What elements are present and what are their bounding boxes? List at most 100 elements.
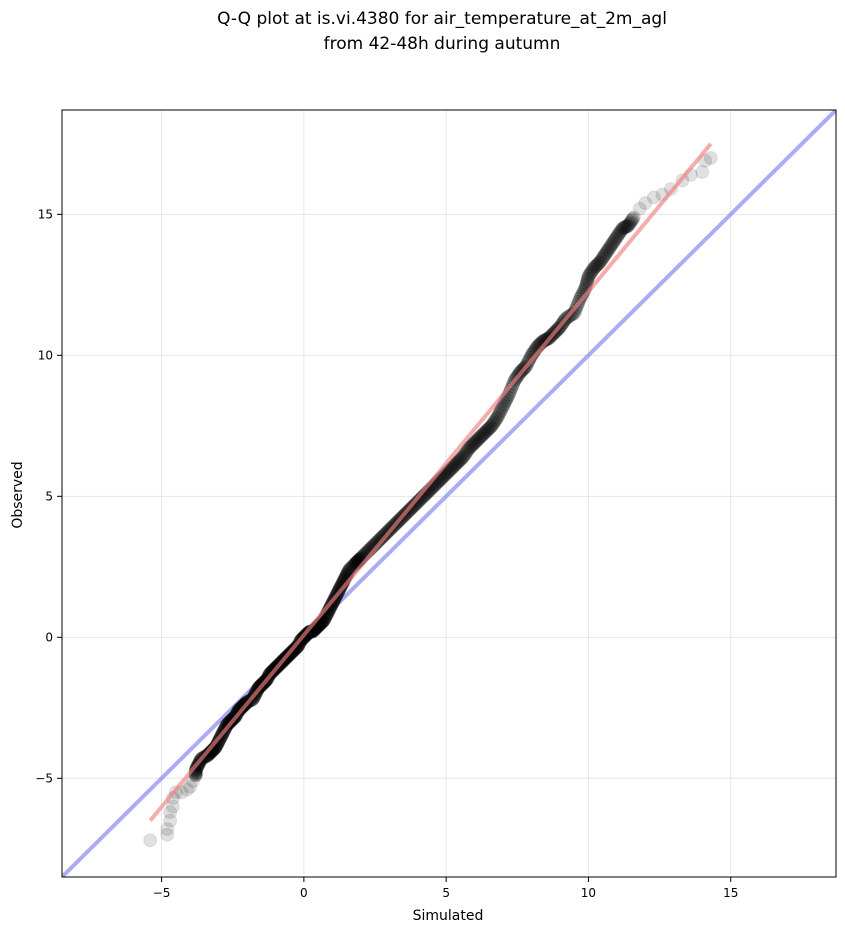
x-axis-label: Simulated <box>413 908 484 924</box>
quantile-point <box>464 439 479 454</box>
quantile-point <box>444 461 459 476</box>
quantile-point <box>601 241 616 256</box>
quantile-point <box>585 262 600 277</box>
quantile-point <box>646 190 661 205</box>
quantile-point <box>593 253 608 268</box>
quantile-point <box>465 437 480 452</box>
quantile-point <box>591 256 606 271</box>
quantile-point <box>638 196 653 211</box>
quantile-point <box>488 413 503 428</box>
quantile-point <box>609 229 624 244</box>
identity-line <box>62 110 836 877</box>
x-tick-label: 0 <box>300 886 308 900</box>
quantile-point <box>493 403 508 418</box>
quantile-point <box>448 457 463 472</box>
quantile-point <box>453 452 468 467</box>
quantile-point <box>483 419 498 434</box>
quantile-point <box>478 424 493 439</box>
quantile-point <box>592 255 607 270</box>
quantile-point <box>596 250 611 265</box>
quantile-point <box>486 415 501 430</box>
quantile-point <box>460 443 475 458</box>
quantile-point <box>622 216 637 231</box>
quantile-point <box>472 431 487 446</box>
quantile-point <box>458 446 473 461</box>
quantile-point <box>611 228 626 243</box>
quantile-point <box>632 201 647 216</box>
x-tick-label: 15 <box>723 886 738 900</box>
quantile-point <box>580 273 595 288</box>
quantile-point <box>496 399 511 414</box>
quantile-point <box>485 417 500 432</box>
quantile-point <box>442 463 457 478</box>
quantile-point <box>616 220 631 235</box>
quantile-point <box>588 259 603 274</box>
quantile-point <box>584 264 599 279</box>
x-tick-label: 10 <box>581 886 596 900</box>
quantile-point <box>163 813 178 828</box>
quantile-point <box>461 441 476 456</box>
quantile-point <box>612 226 627 241</box>
quantile-point <box>180 782 195 797</box>
fit-line <box>148 142 713 822</box>
chart-title: Q-Q plot at is.vi.4380 for air_temperatu… <box>217 9 667 29</box>
quantile-point <box>617 220 632 235</box>
quantile-point <box>580 271 595 286</box>
plot-frame <box>61 109 837 878</box>
quantile-point <box>620 219 635 234</box>
quantile-point <box>482 421 497 436</box>
quantile-point <box>143 833 158 848</box>
quantile-point <box>590 257 605 272</box>
quantile-point <box>165 799 180 814</box>
quantile-point <box>615 221 630 236</box>
quantile-point <box>625 211 640 226</box>
quantile-point <box>703 150 718 165</box>
quantile-point <box>618 219 633 234</box>
quantile-point <box>621 218 636 233</box>
quantile-point <box>185 774 200 789</box>
quantile-point <box>445 459 460 474</box>
quantile-point <box>623 215 638 230</box>
x-tick-label: −5 <box>153 886 171 900</box>
quantile-point <box>600 243 615 258</box>
quantile-point <box>450 455 465 470</box>
quantile-point <box>447 458 462 473</box>
quantile-point <box>452 453 467 468</box>
quantile-point <box>451 454 466 469</box>
quantile-point <box>613 224 628 239</box>
quantile-point <box>455 450 470 465</box>
quantile-point <box>160 822 175 837</box>
quantile-point <box>443 462 458 477</box>
quantile-point <box>163 805 178 820</box>
quantile-point <box>489 412 504 427</box>
quantile-point <box>457 448 472 463</box>
quantile-point <box>475 427 490 442</box>
quantile-point <box>494 401 509 416</box>
quantile-point <box>468 434 483 449</box>
quantile-point <box>599 245 614 260</box>
quantile-point <box>473 430 488 445</box>
quantile-point <box>614 223 629 238</box>
quantile-point <box>480 423 495 438</box>
quantile-point <box>160 827 175 842</box>
y-tick-label: −5 <box>35 771 53 785</box>
quantile-point <box>474 428 489 443</box>
quantile-point <box>598 246 613 261</box>
x-tick-label: 5 <box>442 886 450 900</box>
quantile-point <box>449 456 464 471</box>
chart-subtitle: from 42-48h during autumn <box>324 34 561 54</box>
quantile-point <box>583 265 598 280</box>
quantile-point <box>582 267 597 282</box>
quantile-point <box>463 440 478 455</box>
quantile-point <box>456 449 471 464</box>
quantile-point <box>469 433 484 448</box>
quantile-point <box>597 248 612 263</box>
quantile-point <box>626 210 641 225</box>
quantile-point <box>607 233 622 248</box>
y-tick-label: 0 <box>45 630 53 644</box>
quantile-point <box>476 426 491 441</box>
quantile-point <box>603 240 618 255</box>
quantile-point <box>606 234 621 249</box>
